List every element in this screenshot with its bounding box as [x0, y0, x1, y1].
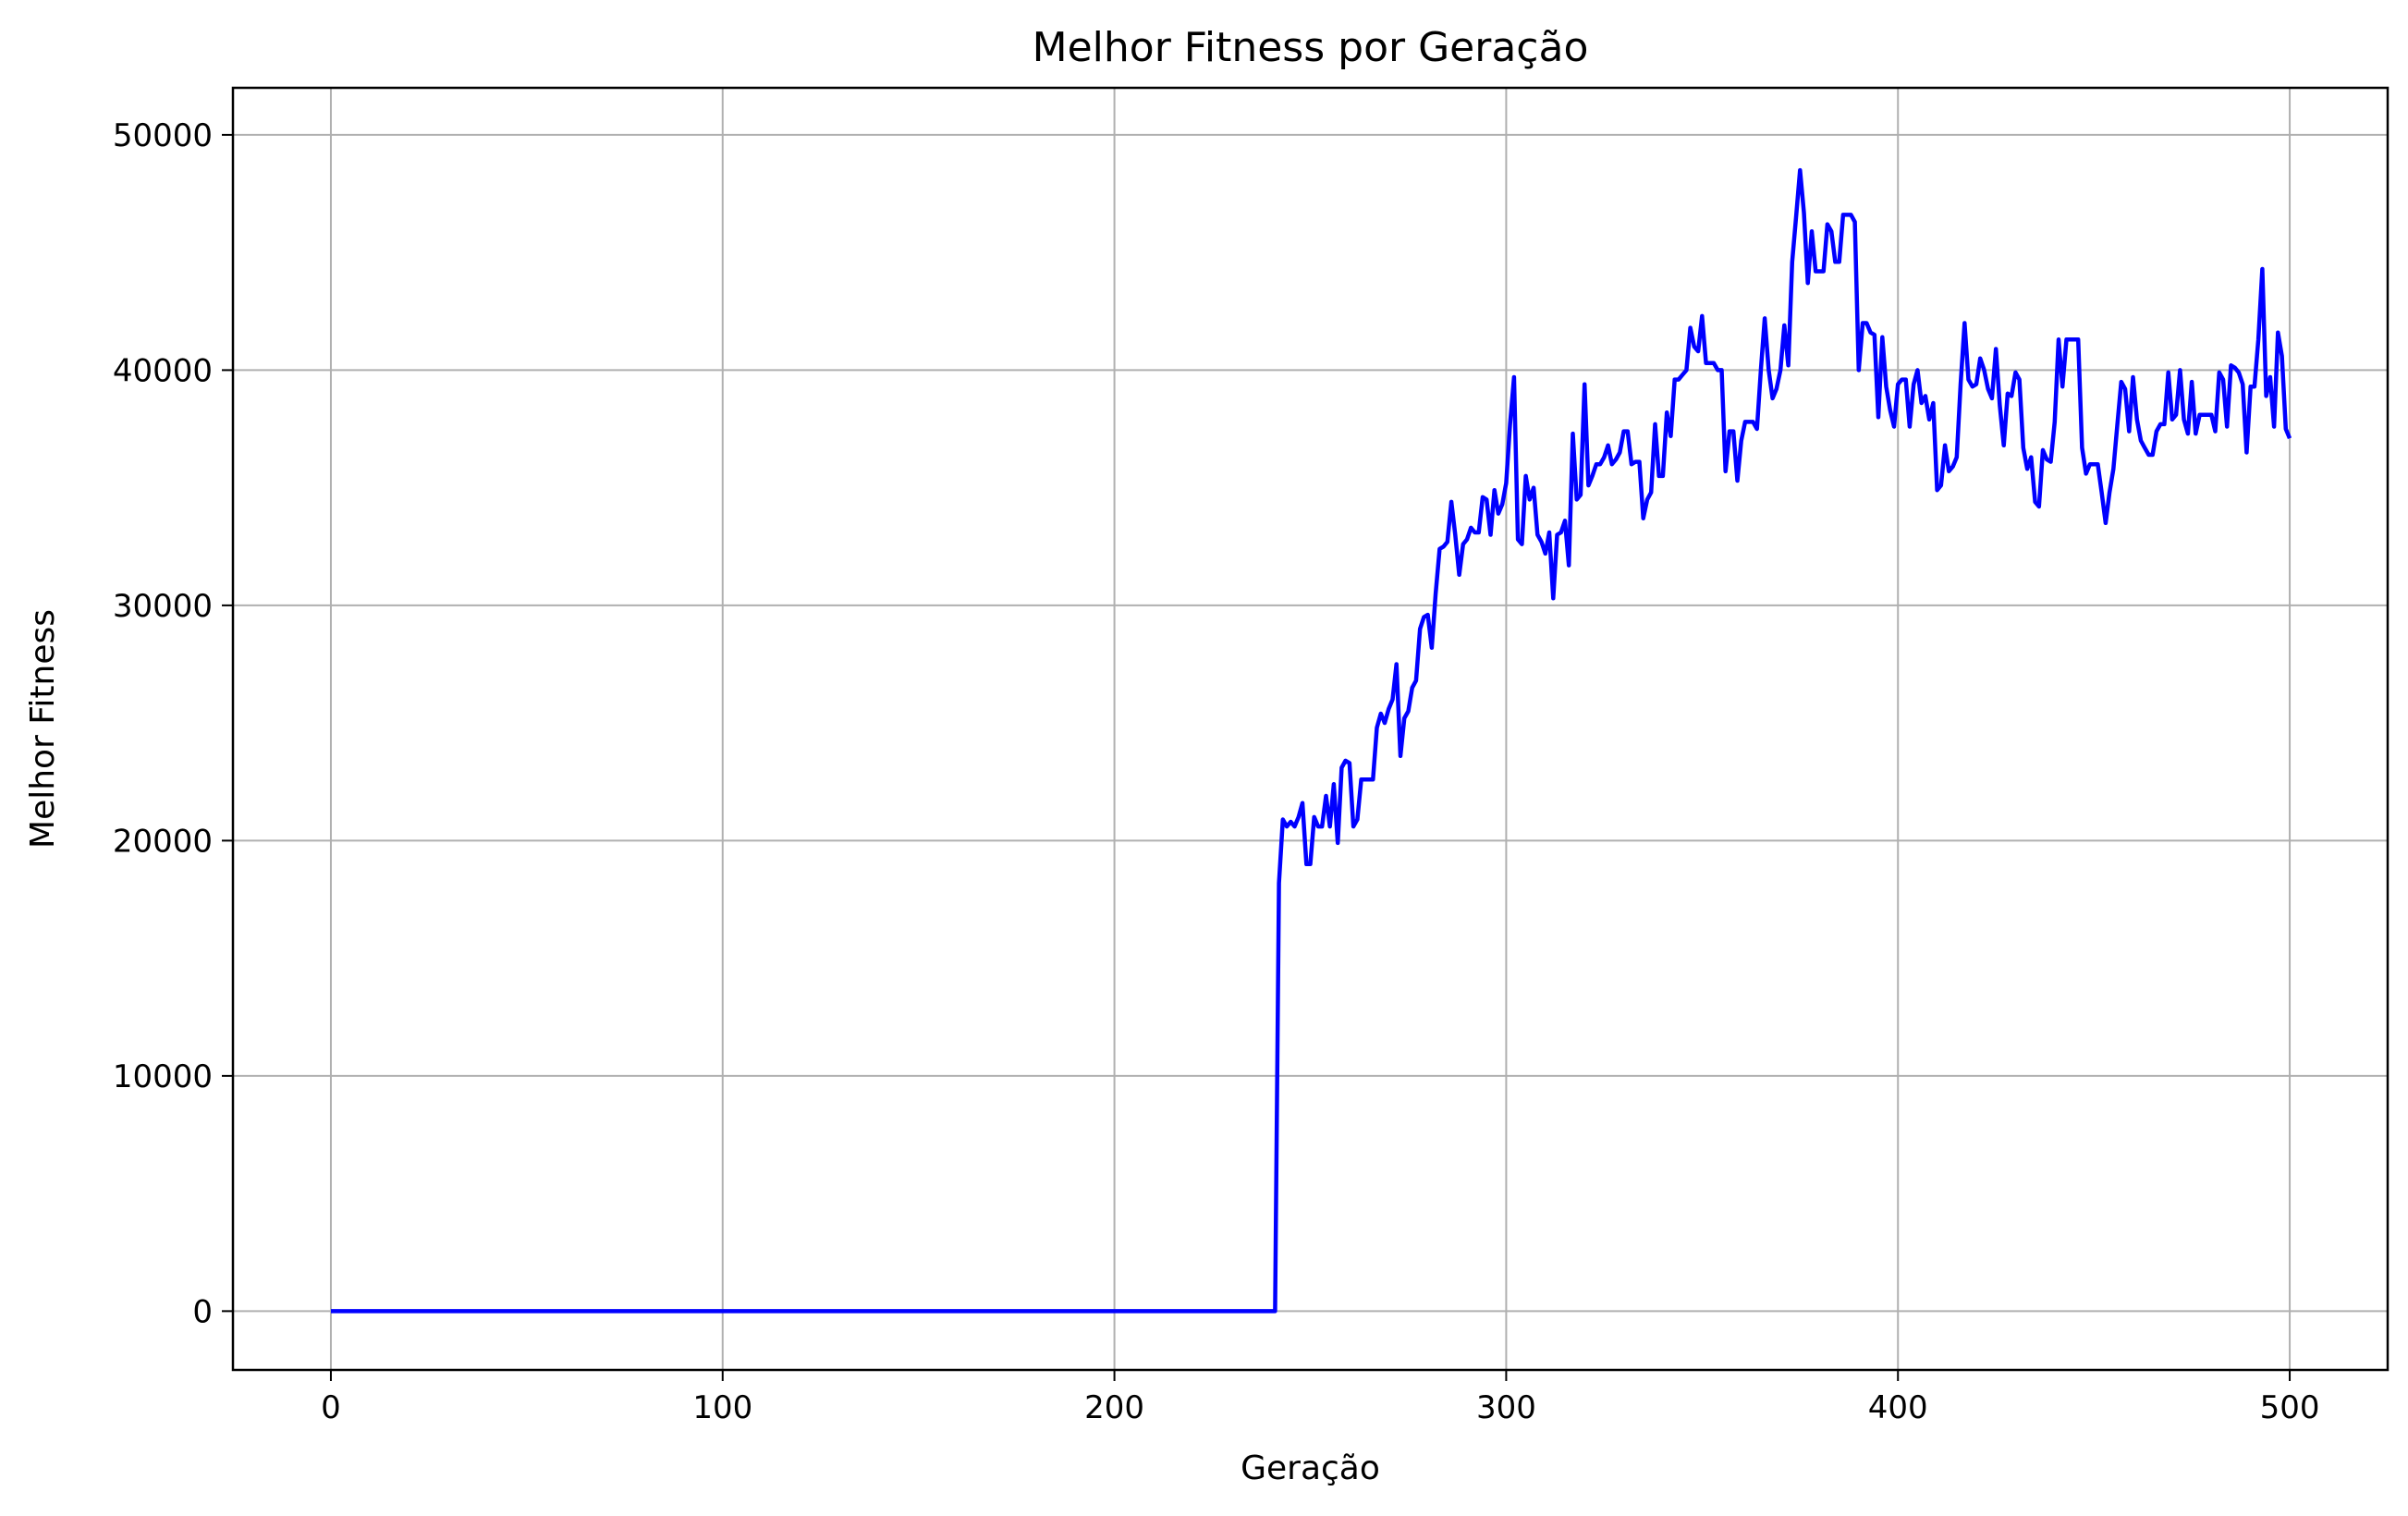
- y-tick-label: 30000: [113, 588, 213, 625]
- y-tick-label: 10000: [113, 1058, 213, 1095]
- x-axis-label: Geração: [1241, 1449, 1380, 1487]
- x-tick-label: 500: [2260, 1389, 2320, 1426]
- plot-frame: [231, 86, 2390, 1372]
- y-tick-label: 50000: [113, 117, 213, 154]
- x-tick-label: 100: [692, 1389, 752, 1426]
- y-axis-label: Melhor Fitness: [24, 609, 62, 849]
- y-tick-label: 20000: [113, 823, 213, 860]
- axis-ticks: 0 100 200 300 400 500 0 10000 20000 30000 40000 500…: [113, 117, 2320, 1426]
- series-layer: [331, 167, 2292, 1314]
- x-tick-label: 400: [1868, 1389, 1928, 1426]
- x-tick-label: 200: [1084, 1389, 1144, 1426]
- y-tick-label: 0: [192, 1293, 213, 1330]
- y-tick-label: 40000: [113, 352, 213, 389]
- x-tick-label: 0: [321, 1389, 341, 1426]
- series-line: [331, 167, 2292, 1314]
- chart-title: Melhor Fitness por Geração: [1033, 24, 1589, 71]
- x-tick-label: 300: [1476, 1389, 1536, 1426]
